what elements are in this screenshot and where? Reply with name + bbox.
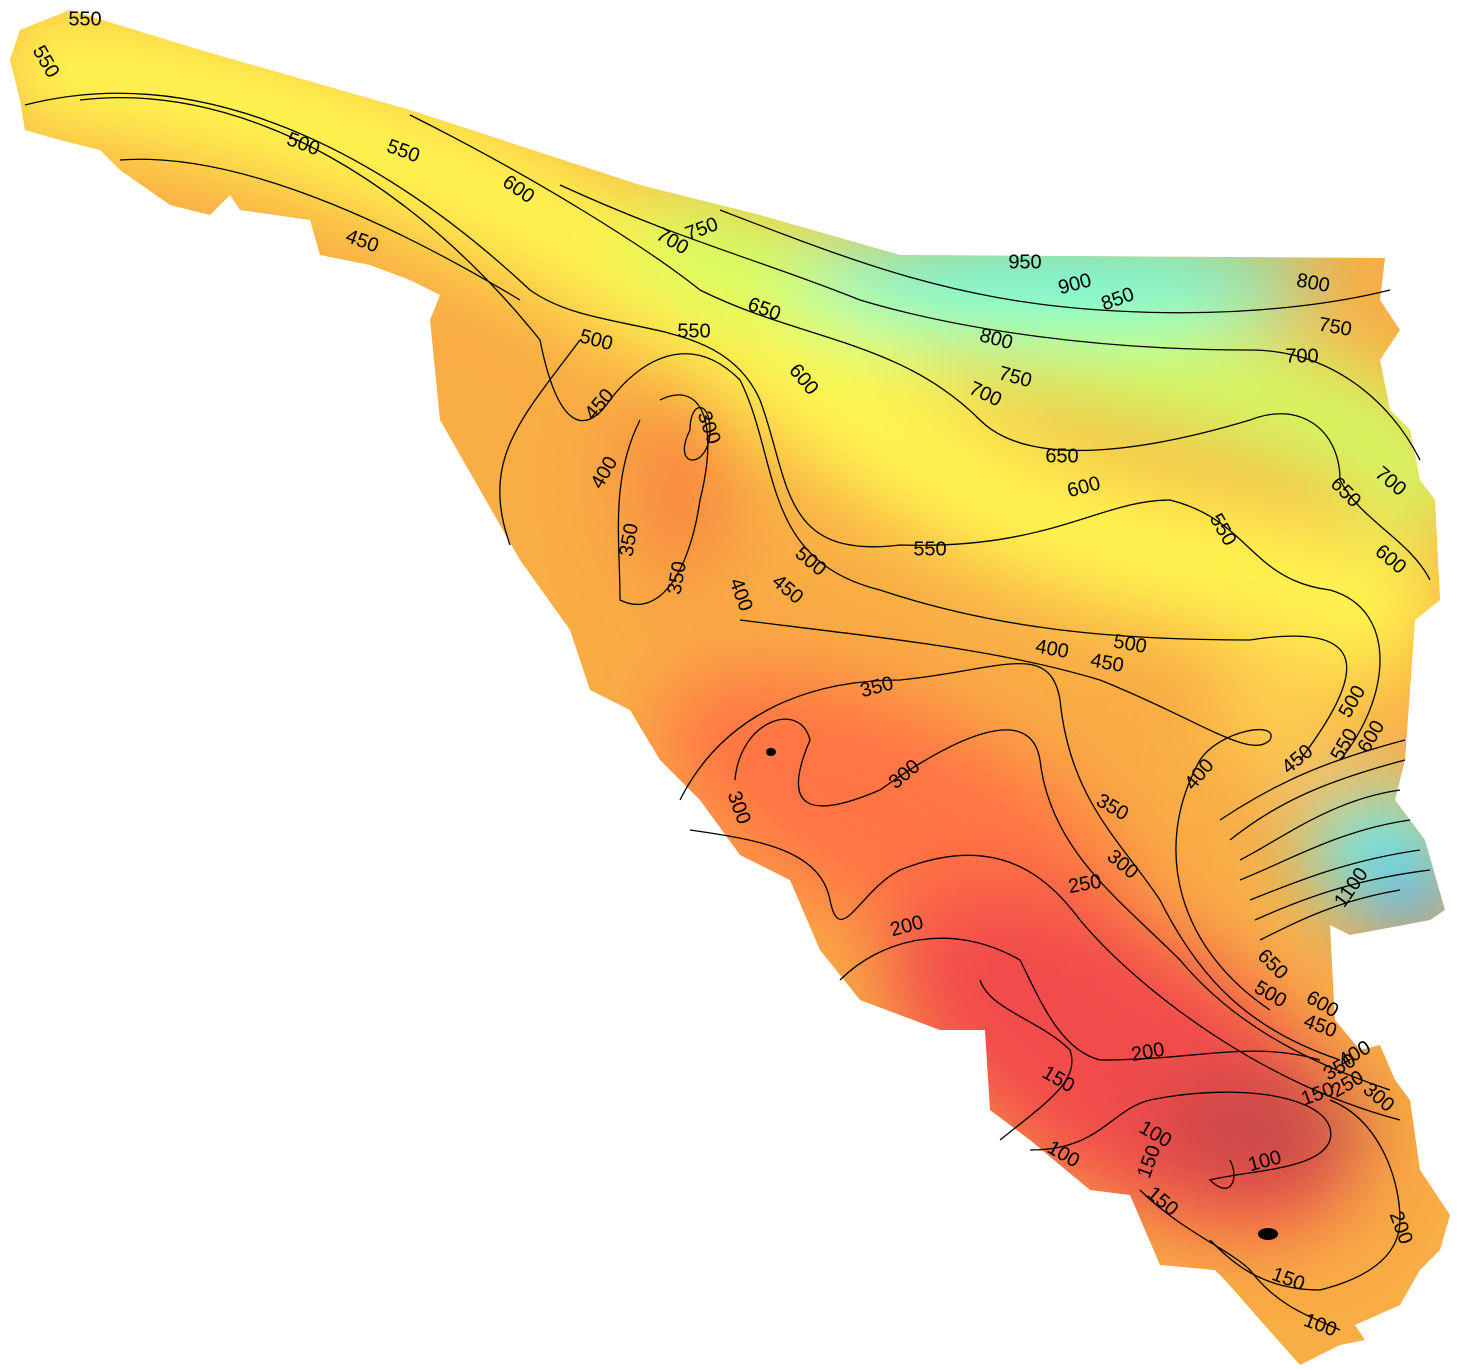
contour-label: 550 — [913, 538, 946, 560]
contour-lines — [24, 92, 1431, 1331]
contour-label: 700 — [1285, 345, 1318, 367]
contour-label: 550 — [677, 320, 710, 342]
contour-label: 650 — [1045, 445, 1078, 467]
contour-label: 950 — [1008, 251, 1041, 273]
contour-label: 550 — [68, 8, 101, 30]
